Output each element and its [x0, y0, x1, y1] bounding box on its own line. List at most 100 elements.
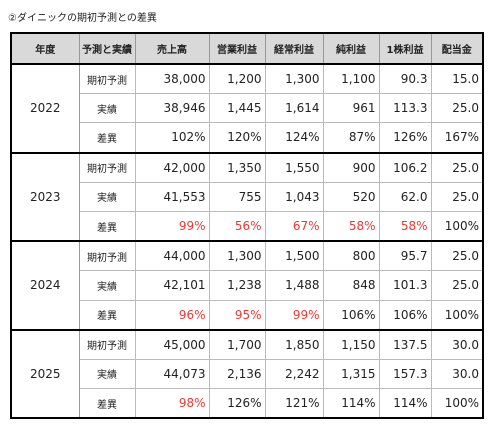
- row-label: 期初予測: [78, 329, 136, 360]
- value-cell: 800: [322, 240, 380, 272]
- value-cell: 520: [322, 181, 380, 212]
- value-cell: 95%: [208, 299, 266, 331]
- row-label: 期初予測: [78, 63, 136, 95]
- table-row: 差異 102% 120% 124% 87% 126% 167%: [11, 122, 484, 154]
- year-cell: 2024: [10, 240, 80, 331]
- value-cell: 755: [208, 181, 266, 212]
- header-cell: 1株利益: [378, 32, 432, 65]
- value-cell: 100%: [430, 210, 484, 243]
- value-cell: 42,000: [134, 152, 210, 183]
- table-row: 実績 38,946 1,445 1,614 961 113.3 25.0: [11, 93, 484, 124]
- value-cell: 96%: [134, 299, 210, 331]
- value-cell: 25.0: [430, 93, 484, 124]
- row-label: 期初予測: [78, 240, 136, 272]
- header-cell: 営業利益: [208, 32, 266, 65]
- value-cell: 25.0: [430, 240, 484, 272]
- year-cell: 2023: [10, 152, 80, 243]
- value-cell: 56%: [208, 210, 266, 243]
- value-cell: 99%: [134, 210, 210, 243]
- table-row: 2025 期初予測 45,000 1,700 1,850 1,150 137.5 30.0: [10, 329, 484, 420]
- table-row: 差異 98% 126% 121% 114% 114% 100%: [11, 388, 484, 420]
- value-cell: 1,850: [264, 329, 324, 360]
- value-cell: 124%: [264, 122, 324, 154]
- row-label: 実績: [78, 93, 136, 124]
- value-cell: 114%: [322, 388, 380, 420]
- value-cell: 167%: [430, 122, 484, 154]
- value-cell: 1,350: [208, 152, 266, 183]
- value-cell: 58%: [322, 210, 380, 243]
- title: ②ダイニックの期初予測との差異: [8, 13, 157, 24]
- value-cell: 1,200: [208, 63, 266, 95]
- value-cell: 67%: [264, 210, 324, 243]
- value-cell: 157.3: [378, 358, 432, 390]
- value-cell: 848: [322, 270, 380, 301]
- row-label: 差異: [78, 388, 136, 420]
- value-cell: 25.0: [430, 152, 484, 183]
- value-cell: 99%: [264, 299, 324, 331]
- value-cell: 38,000: [134, 63, 210, 95]
- value-cell: 41,553: [134, 181, 210, 212]
- value-cell: 106%: [322, 299, 380, 331]
- table-row: 差異 96% 95% 99% 106% 106% 100%: [11, 299, 484, 331]
- value-cell: 2,242: [264, 358, 324, 390]
- value-cell: 58%: [378, 210, 432, 243]
- table-row: 2024 期初予測 44,000 1,300 1,500 800 95.7 25.0: [10, 240, 484, 331]
- table-row: 2022 期初予測 38,000 1,200 1,300 1,100 90.3 15.0: [10, 63, 484, 154]
- table-row: 実績 44,073 2,136 2,242 1,315 157.3 30.0: [11, 358, 484, 390]
- table-row: 実績 42,101 1,238 1,488 848 101.3 25.0: [11, 270, 484, 301]
- value-cell: 126%: [208, 388, 266, 420]
- year-cell: 2025: [10, 329, 80, 420]
- value-cell: 87%: [322, 122, 380, 154]
- table-row: 2023 期初予測 42,000 1,350 1,550 900 106.2 25.0: [10, 152, 484, 243]
- value-cell: 1,614: [264, 93, 324, 124]
- value-cell: 25.0: [430, 181, 484, 212]
- value-cell: 1,500: [264, 240, 324, 272]
- value-cell: 106%: [378, 299, 432, 331]
- header-row: 年度 予測と実績 売上高 営業利益 経常利益 純利益 1株利益 配当金: [10, 32, 484, 65]
- row-label: 実績: [78, 181, 136, 212]
- value-cell: 1,445: [208, 93, 266, 124]
- table-row: 差異 99% 56% 67% 58% 58% 100%: [11, 210, 484, 243]
- comparison-table: 年度 予測と実績 売上高 営業利益 経常利益 純利益 1株利益 配当金 2022 期初予測 38,…: [10, 32, 484, 420]
- value-cell: 98%: [134, 388, 210, 420]
- value-cell: 38,946: [134, 93, 210, 124]
- value-cell: 106.2: [378, 152, 432, 183]
- value-cell: 44,000: [134, 240, 210, 272]
- value-cell: 1,300: [208, 240, 266, 272]
- value-cell: 95.7: [378, 240, 432, 272]
- row-label: 差異: [78, 210, 136, 243]
- value-cell: 1,488: [264, 270, 324, 301]
- value-cell: 1,150: [322, 329, 380, 360]
- row-label: 差異: [78, 299, 136, 331]
- value-cell: 961: [322, 93, 380, 124]
- value-cell: 101.3: [378, 270, 432, 301]
- value-cell: 126%: [378, 122, 432, 154]
- value-cell: 1,300: [264, 63, 324, 95]
- value-cell: 1,315: [322, 358, 380, 390]
- value-cell: 114%: [378, 388, 432, 420]
- row-label: 実績: [78, 358, 136, 390]
- header-cell: 予測と実績: [78, 32, 136, 65]
- value-cell: 30.0: [430, 358, 484, 390]
- value-cell: 1,100: [322, 63, 380, 95]
- value-cell: 44,073: [134, 358, 210, 390]
- value-cell: 100%: [430, 299, 484, 331]
- value-cell: 1,238: [208, 270, 266, 301]
- value-cell: 45,000: [134, 329, 210, 360]
- value-cell: 121%: [264, 388, 324, 420]
- value-cell: 100%: [430, 388, 484, 420]
- value-cell: 102%: [134, 122, 210, 154]
- value-cell: 1,043: [264, 181, 324, 212]
- value-cell: 42,101: [134, 270, 210, 301]
- value-cell: 120%: [208, 122, 266, 154]
- header-cell: 年度: [10, 32, 80, 65]
- header-cell: 売上高: [134, 32, 210, 65]
- row-label: 実績: [78, 270, 136, 301]
- header-cell: 経常利益: [264, 32, 324, 65]
- header-cell: 配当金: [430, 32, 484, 65]
- value-cell: 90.3: [378, 63, 432, 95]
- value-cell: 137.5: [378, 329, 432, 360]
- table-body: 2022 期初予測 38,000 1,200 1,300 1,100 90.3 15.0 実績 3…: [10, 63, 484, 420]
- year-cell: 2022: [10, 63, 80, 154]
